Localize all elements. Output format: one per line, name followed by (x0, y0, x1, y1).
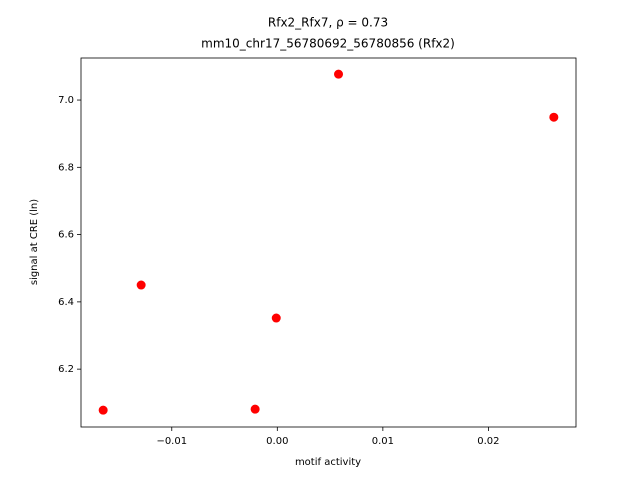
x-axis-label: motif activity (295, 457, 361, 468)
y-tick-label: 6.8 (58, 162, 74, 173)
point (549, 112, 559, 122)
y-axis-label: signal at CRE (ln) (29, 199, 40, 285)
y-tick-label: 6.2 (58, 364, 74, 375)
x-tick-label: 0.02 (477, 436, 499, 447)
x-tick-label: 0.01 (372, 436, 394, 447)
y-tick-label: 6.4 (58, 297, 74, 308)
chart-title: Rfx2_Rfx7, ρ = 0.73 (268, 16, 388, 30)
chart-subtitle: mm10_chr17_56780692_56780856 (Rfx2) (201, 37, 455, 51)
point (98, 405, 108, 415)
point (250, 404, 260, 414)
point (334, 69, 344, 79)
y-tick-label: 6.6 (58, 230, 74, 241)
plot-frame (80, 57, 577, 428)
x-tick-label: 0.00 (266, 436, 288, 447)
y-tick-label: 7.0 (58, 95, 74, 106)
x-tick-label: −0.01 (156, 436, 187, 447)
point (136, 280, 146, 290)
point (271, 313, 281, 323)
